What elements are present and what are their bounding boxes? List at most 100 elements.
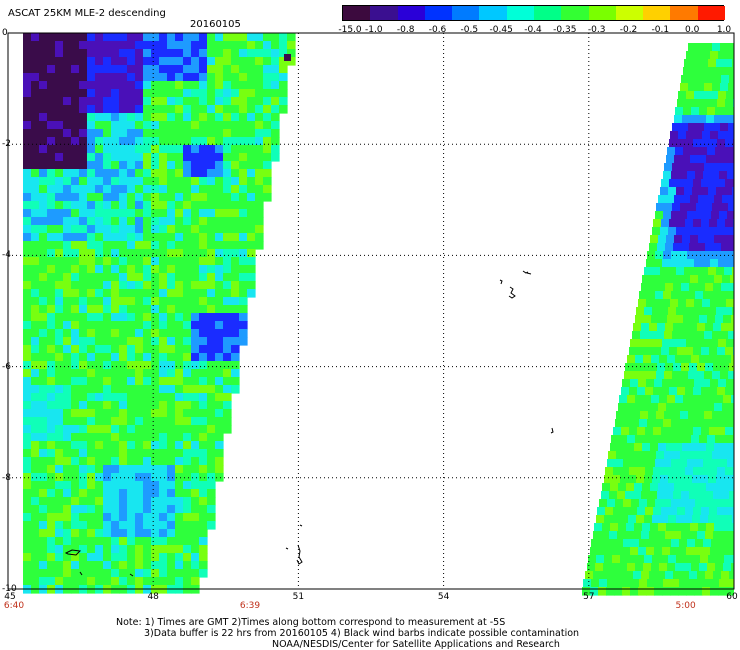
wind-cell (191, 169, 200, 178)
wind-cell (135, 345, 144, 354)
wind-cell (135, 457, 144, 466)
wind-cell (672, 331, 681, 340)
wind-cell (713, 363, 722, 372)
wind-cell (631, 579, 640, 588)
wind-cell (191, 289, 200, 298)
wind-cell (127, 113, 136, 122)
wind-cell (175, 137, 184, 146)
wind-cell (664, 451, 673, 460)
wind-cell (175, 225, 184, 234)
color-scale-segment (561, 6, 590, 20)
wind-cell (95, 473, 104, 482)
wind-cell (661, 179, 670, 188)
wind-cell (143, 345, 152, 354)
wind-cell (63, 521, 72, 530)
wind-cell (652, 475, 661, 484)
wind-cell (63, 289, 72, 298)
wind-cell (677, 507, 686, 516)
wind-cell (183, 57, 192, 66)
wind-cell (199, 129, 208, 138)
wind-cell (167, 385, 176, 394)
wind-cell (71, 81, 80, 90)
wind-cell (662, 547, 671, 556)
wind-cell (47, 81, 56, 90)
wind-cell (111, 529, 120, 538)
wind-cell (727, 251, 734, 260)
wind-cell (23, 89, 32, 98)
wind-cell (660, 475, 669, 484)
wind-cell (23, 169, 32, 178)
wind-cell (151, 473, 160, 482)
wind-cell (127, 169, 136, 178)
wind-cell (707, 563, 716, 572)
wind-cell (103, 353, 112, 362)
wind-cell (215, 137, 224, 146)
wind-cell (207, 497, 216, 506)
wind-cell (95, 49, 104, 58)
wind-cell (135, 321, 144, 330)
wind-cell (207, 417, 216, 426)
wind-cell (656, 203, 665, 212)
wind-cell (23, 161, 32, 170)
wind-cell (159, 329, 168, 338)
wind-cell (175, 449, 184, 458)
wind-cell (135, 249, 144, 258)
wind-cell (590, 547, 599, 556)
wind-cell (39, 249, 48, 258)
wind-cell (31, 305, 40, 314)
wind-cell (103, 521, 112, 530)
wind-cell (287, 49, 296, 58)
wind-cell (127, 353, 136, 362)
wind-cell (71, 417, 80, 426)
wind-cell (696, 83, 705, 92)
wind-cell (159, 201, 168, 210)
wind-cell (143, 313, 152, 322)
wind-cell (135, 481, 144, 490)
wind-cell (111, 321, 120, 330)
wind-cell (151, 89, 160, 98)
wind-cell (725, 507, 734, 516)
wind-cell (183, 193, 192, 202)
wind-cell (63, 89, 72, 98)
wind-cell (87, 497, 96, 506)
wind-cell (594, 523, 603, 532)
wind-cell (119, 345, 128, 354)
wind-cell (701, 99, 710, 108)
wind-cell (87, 313, 96, 322)
wind-cell (63, 553, 72, 562)
wind-cell (191, 177, 200, 186)
wind-cell (39, 489, 48, 498)
wind-cell (718, 299, 727, 308)
wind-cell (199, 345, 208, 354)
wind-cell (639, 499, 648, 508)
wind-cell (111, 145, 120, 154)
wind-cell (705, 363, 714, 372)
wind-cell (728, 451, 734, 460)
product-title: ASCAT 25KM MLE-2 descending (8, 8, 166, 19)
wind-cell (135, 449, 144, 458)
wind-cell (183, 265, 192, 274)
wind-cell (215, 185, 224, 194)
wind-cell (79, 129, 88, 138)
wind-cell (199, 441, 208, 450)
wind-cell (695, 251, 704, 260)
wind-cell (239, 177, 248, 186)
wind-cell (119, 569, 128, 578)
wind-cell (616, 451, 625, 460)
wind-cell (143, 353, 152, 362)
wind-cell (63, 297, 72, 306)
wind-cell (63, 169, 72, 178)
wind-cell (55, 361, 64, 370)
color-scale-tick-label: 1.0 (716, 25, 732, 35)
wind-cell (660, 267, 669, 276)
wind-cell (631, 419, 640, 428)
wind-cell (79, 361, 88, 370)
wind-cell (231, 161, 240, 170)
wind-cell (632, 371, 641, 380)
wind-cell (627, 435, 636, 444)
wind-cell (159, 121, 168, 130)
wind-cell (47, 241, 56, 250)
wind-cell (143, 201, 152, 210)
wind-cell (687, 459, 696, 468)
wind-cell (271, 49, 280, 58)
